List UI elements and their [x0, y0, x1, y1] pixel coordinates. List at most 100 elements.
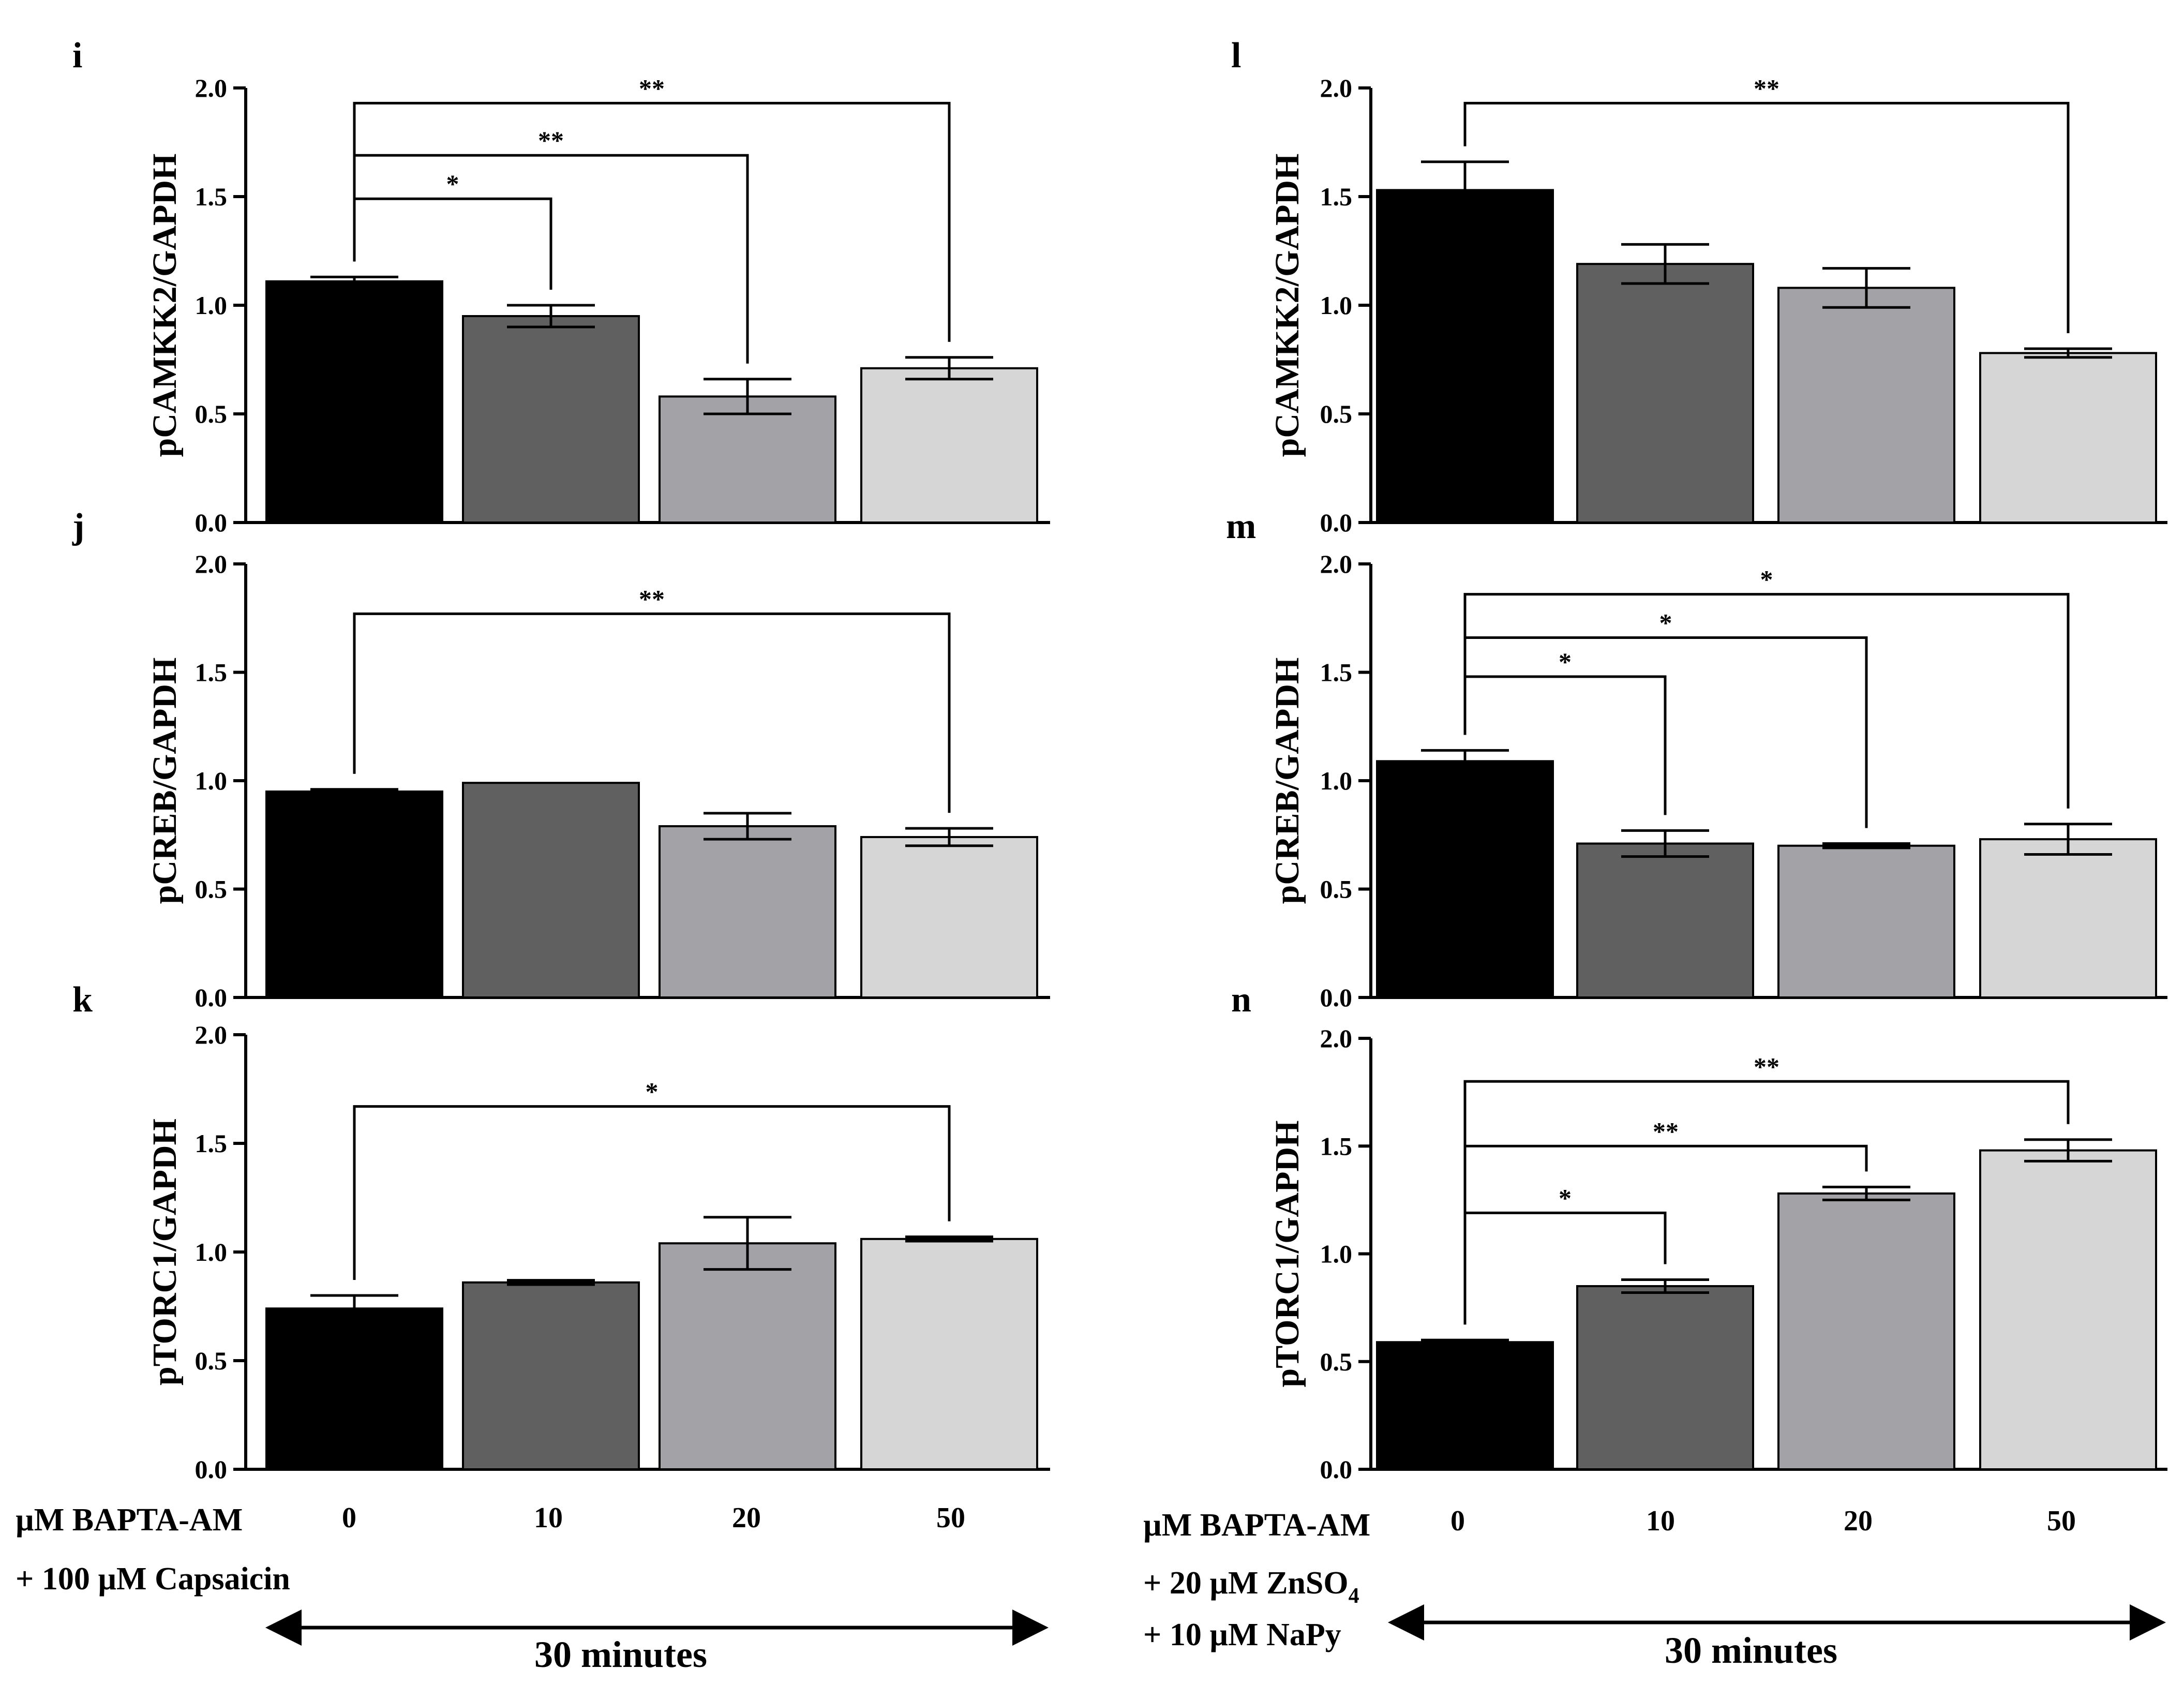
significance-bracket-n-2 [1463, 1080, 2070, 1325]
significance-label-n-0: * [1559, 1183, 1572, 1212]
panel-label-n: n [1231, 980, 1251, 1020]
y-axis-label-i: pCAMKK2/GAPDH [146, 154, 184, 457]
y-tick-label-m-0: 0.0 [1320, 983, 1353, 1012]
left-condition-line2: + 100 µM Capsaicin [16, 1561, 290, 1597]
bar-k-2 [659, 1242, 836, 1470]
panel-label-k: k [72, 980, 93, 1020]
y-tick-label-i-3: 1.5 [195, 182, 228, 211]
bar-l-3 [1979, 352, 2157, 524]
x-category-left-2: 20 [732, 1502, 761, 1534]
y-tick-label-m-2: 1.0 [1320, 766, 1353, 795]
y-tick-label-j-4: 2.0 [195, 549, 228, 578]
bar-n-3 [1979, 1149, 2157, 1471]
significance-label-l-0: ** [1754, 73, 1779, 102]
y-tick-label-l-3: 1.5 [1320, 182, 1353, 211]
bar-l-0 [1376, 189, 1554, 524]
y-tick-label-n-4: 2.0 [1320, 1024, 1353, 1053]
y-axis-label-n: pTORC1/GAPDH [1268, 1121, 1306, 1388]
bar-j-1 [462, 782, 640, 999]
y-axis-label-j: pCREB/GAPDH [146, 658, 184, 904]
y-tick-label-k-0: 0.0 [195, 1455, 228, 1484]
significance-bracket-k-0 [353, 1105, 951, 1280]
bar-m-0 [1376, 760, 1554, 999]
significance-bracket-j-0 [353, 612, 951, 813]
significance-label-m-0: * [1559, 647, 1572, 676]
significance-bracket-m-2 [1463, 593, 2070, 809]
bar-n-2 [1777, 1192, 1955, 1470]
right-condition-line2: + 20 µM ZnSO4 [1143, 1566, 1359, 1608]
bar-i-0 [265, 280, 443, 524]
y-tick-label-i-0: 0.0 [195, 508, 228, 537]
y-tick-label-j-2: 1.0 [195, 766, 228, 795]
bar-k-1 [462, 1281, 640, 1471]
significance-label-k-0: * [646, 1077, 659, 1106]
x-category-left-0: 0 [342, 1502, 356, 1534]
significance-label-m-2: * [1760, 565, 1773, 594]
left-condition-line1: µM BAPTA-AM [16, 1502, 243, 1538]
panel-l: l 0.0 0.5 1.0 1.5 2.0 pCAMKK2/GAPDH ** [1231, 36, 2167, 537]
panel-label-i: i [72, 36, 82, 76]
x-category-left-1: 10 [534, 1502, 563, 1534]
y-tick-label-j-3: 1.5 [195, 658, 228, 687]
bar-k-3 [860, 1238, 1038, 1471]
y-axis-label-k: pTORC1/GAPDH [146, 1119, 184, 1385]
y-tick-label-m-1: 0.5 [1320, 875, 1353, 904]
y-tick-label-n-1: 0.5 [1320, 1347, 1353, 1376]
x-category-right-1: 10 [1646, 1505, 1675, 1537]
bar-m-1 [1576, 842, 1754, 999]
bar-m-3 [1979, 838, 2157, 999]
bar-n-0 [1376, 1341, 1554, 1470]
bar-n-1 [1576, 1285, 1754, 1471]
significance-label-j-0: ** [639, 584, 665, 613]
bar-i-1 [462, 315, 640, 524]
y-tick-label-m-4: 2.0 [1320, 549, 1353, 578]
y-tick-label-j-1: 0.5 [195, 875, 228, 904]
y-tick-label-k-2: 1.0 [195, 1238, 228, 1266]
bar-k-0 [265, 1307, 443, 1470]
x-category-right-3: 50 [2047, 1505, 2076, 1537]
y-tick-label-k-4: 2.0 [195, 1020, 228, 1049]
panel-label-m: m [1226, 506, 1256, 546]
y-tick-label-n-3: 1.5 [1320, 1131, 1353, 1160]
panel-j: j 0.0 0.5 1.0 1.5 2.0 pCREB/GAPDH ** [72, 506, 1050, 1012]
y-tick-label-i-4: 2.0 [195, 73, 228, 102]
y-tick-label-m-3: 1.5 [1320, 658, 1353, 687]
y-tick-label-j-0: 0.0 [195, 983, 228, 1012]
panel-m: m 0.0 0.5 1.0 1.5 2.0 pCREB/GAPDH * * * [1226, 506, 2167, 1012]
y-tick-label-k-3: 1.5 [195, 1129, 228, 1158]
panel-label-l: l [1231, 36, 1241, 76]
right-condition-line2-sub: 4 [1349, 1584, 1359, 1608]
significance-label-i-2: ** [639, 73, 665, 102]
significance-bracket-i-2 [353, 101, 951, 342]
bar-j-0 [265, 790, 443, 999]
x-category-right-0: 0 [1450, 1505, 1465, 1537]
y-tick-label-i-2: 1.0 [195, 291, 228, 320]
significance-label-n-2: ** [1754, 1052, 1779, 1081]
y-tick-label-n-2: 1.0 [1320, 1240, 1353, 1269]
y-axis-label-l: pCAMKK2/GAPDH [1268, 154, 1306, 457]
right-condition-line2-main: + 20 µM ZnSO [1143, 1566, 1349, 1601]
bar-i-3 [860, 367, 1038, 524]
y-tick-label-l-4: 2.0 [1320, 73, 1353, 102]
significance-label-m-1: * [1659, 608, 1672, 637]
bar-j-2 [659, 825, 836, 999]
panel-label-j: j [72, 506, 84, 546]
significance-label-i-1: ** [538, 126, 564, 155]
significance-label-i-0: * [446, 169, 459, 198]
y-tick-label-l-1: 0.5 [1320, 399, 1353, 428]
bar-l-2 [1777, 287, 1955, 524]
right-condition-line1: µM BAPTA-AM [1143, 1508, 1370, 1543]
right-duration-label: 30 minutes [1665, 1630, 1837, 1671]
right-condition-line3: + 10 µM NaPy [1143, 1617, 1341, 1652]
y-axis-label-m: pCREB/GAPDH [1268, 658, 1306, 904]
y-tick-label-i-1: 0.5 [195, 399, 228, 428]
significance-bracket-l-0 [1463, 101, 2070, 333]
panel-k: k 0.0 0.5 1.0 1.5 2.0 pTORC1/GAPDH * [72, 980, 1050, 1484]
significance-label-n-1: ** [1653, 1116, 1679, 1145]
x-category-right-2: 20 [1844, 1505, 1873, 1537]
bar-i-2 [659, 395, 836, 524]
